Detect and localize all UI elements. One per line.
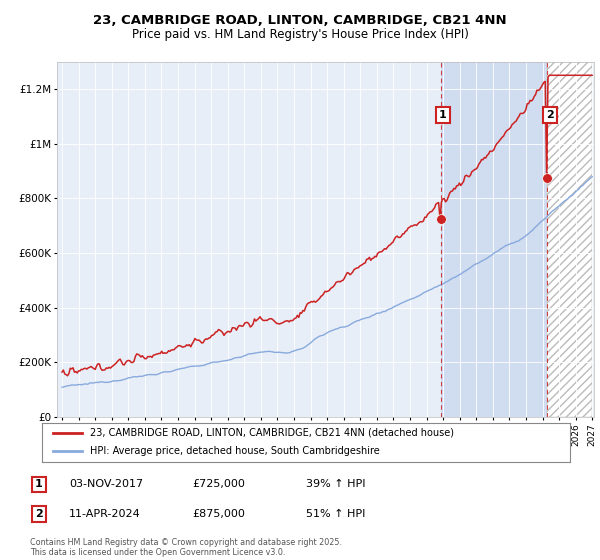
Text: 23, CAMBRIDGE ROAD, LINTON, CAMBRIDGE, CB21 4NN: 23, CAMBRIDGE ROAD, LINTON, CAMBRIDGE, C… <box>93 14 507 27</box>
Text: 51% ↑ HPI: 51% ↑ HPI <box>306 509 365 519</box>
Text: 2: 2 <box>35 509 43 519</box>
Text: Price paid vs. HM Land Registry's House Price Index (HPI): Price paid vs. HM Land Registry's House … <box>131 28 469 41</box>
Text: 23, CAMBRIDGE ROAD, LINTON, CAMBRIDGE, CB21 4NN (detached house): 23, CAMBRIDGE ROAD, LINTON, CAMBRIDGE, C… <box>89 428 454 437</box>
Text: 2: 2 <box>546 110 554 120</box>
Text: 03-NOV-2017: 03-NOV-2017 <box>69 479 143 489</box>
Text: £725,000: £725,000 <box>192 479 245 489</box>
Text: £875,000: £875,000 <box>192 509 245 519</box>
Text: Contains HM Land Registry data © Crown copyright and database right 2025.
This d: Contains HM Land Registry data © Crown c… <box>30 538 342 557</box>
Text: 39% ↑ HPI: 39% ↑ HPI <box>306 479 365 489</box>
Text: 1: 1 <box>35 479 43 489</box>
Text: HPI: Average price, detached house, South Cambridgeshire: HPI: Average price, detached house, Sout… <box>89 446 379 456</box>
Text: 1: 1 <box>439 110 447 120</box>
Bar <box>547 62 592 417</box>
Bar <box>440 62 547 417</box>
Text: 11-APR-2024: 11-APR-2024 <box>69 509 141 519</box>
